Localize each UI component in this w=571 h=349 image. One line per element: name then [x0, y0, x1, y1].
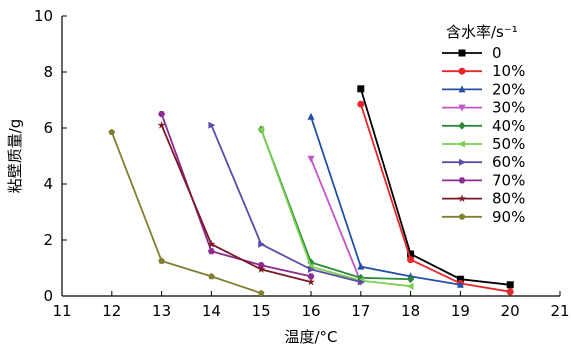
legend-entry-label: 60%: [492, 153, 525, 171]
legend-entry-label: 20%: [492, 80, 525, 98]
legend-swatch-marker: [458, 85, 466, 93]
data-point-8-3: [306, 277, 316, 286]
data-point-1-0: [357, 100, 365, 108]
x-tick-label: 18: [401, 302, 420, 320]
series-line-7: [160, 113, 312, 278]
data-point-3-0: [307, 155, 315, 163]
data-point-1-1: [407, 256, 415, 264]
data-point-7-1: [207, 248, 215, 255]
data-point-5-3: [406, 282, 414, 290]
data-point-9-1: [158, 257, 165, 264]
legend-swatch-marker: [458, 213, 466, 220]
data-point-9-0: [108, 128, 116, 136]
data-point-2-0: [307, 112, 315, 120]
data-point-1-3: [506, 288, 514, 296]
y-tick-label: 2: [43, 231, 53, 249]
legend-entry-label: 70%: [492, 171, 525, 189]
y-tick-label: 6: [43, 119, 53, 137]
series-line-2: [310, 116, 461, 286]
series-line-5: [260, 129, 411, 288]
series-line-6: [210, 124, 362, 283]
data-point-4-3: [407, 275, 415, 284]
x-tick-label: 20: [501, 302, 520, 320]
legend-swatch-marker: [458, 121, 466, 130]
series-line-9: [110, 131, 262, 295]
legend-swatch-marker: [458, 49, 466, 57]
data-point-8-2: [257, 265, 266, 273]
legend-swatch-marker: [458, 67, 466, 75]
series-line-3: [310, 158, 362, 283]
legend-title: 含水率/s⁻¹: [446, 23, 518, 41]
x-tick-label: 17: [351, 302, 370, 320]
legend-entry-label: 10%: [492, 62, 525, 80]
series-line-4: [260, 129, 411, 281]
y-tick-label: 10: [34, 7, 53, 25]
x-tick-label: 14: [202, 302, 221, 320]
data-point-0-0: [357, 85, 365, 93]
legend-swatch-marker: [458, 140, 465, 148]
legend-entry-label: 0: [492, 44, 502, 62]
y-tick-label: 4: [43, 175, 53, 193]
data-point-8-1: [207, 239, 216, 248]
legend-entry-label: 30%: [492, 99, 525, 117]
data-point-5-0: [257, 125, 265, 133]
data-point-7-0: [158, 110, 166, 118]
x-tick-label: 21: [550, 302, 569, 320]
data-point-2-1: [357, 262, 365, 270]
data-point-9-3: [257, 289, 265, 297]
data-point-8-0: [157, 120, 166, 129]
data-point-6-3: [357, 278, 365, 286]
data-point-6-2: [308, 265, 315, 273]
data-point-7-3: [307, 273, 315, 280]
legend-swatch-marker: [459, 158, 466, 166]
x-axis-label: 温度/°C: [284, 328, 337, 346]
data-point-6-1: [258, 240, 266, 248]
series-line-8: [160, 124, 312, 283]
data-point-2-3: [456, 280, 464, 288]
data-point-6-0: [208, 121, 216, 129]
legend-swatch-marker: [458, 104, 466, 112]
legend-entry-label: 90%: [492, 208, 525, 226]
legend-swatch-marker: [458, 177, 466, 184]
x-tick-label: 16: [301, 302, 320, 320]
x-tick-label: 15: [252, 302, 271, 320]
series-line-0: [359, 88, 511, 286]
y-axis-label: 粘壁质量/g: [6, 119, 24, 194]
data-point-0-1: [407, 250, 415, 258]
legend-entry-label: 40%: [492, 117, 525, 135]
x-tick-label: 11: [52, 302, 71, 320]
y-tick-label: 8: [43, 63, 53, 81]
data-point-0-3: [506, 281, 514, 289]
legend-entry-label: 50%: [492, 135, 525, 153]
legend-swatch-marker: [457, 194, 467, 203]
y-tick-label: 0: [43, 287, 53, 305]
x-tick-label: 13: [152, 302, 171, 320]
x-tick-label: 19: [451, 302, 470, 320]
data-point-0-2: [456, 275, 464, 283]
x-tick-label: 12: [102, 302, 121, 320]
data-point-9-2: [208, 272, 215, 280]
series-line-1: [359, 103, 511, 293]
legend-entry-label: 80%: [492, 190, 525, 208]
